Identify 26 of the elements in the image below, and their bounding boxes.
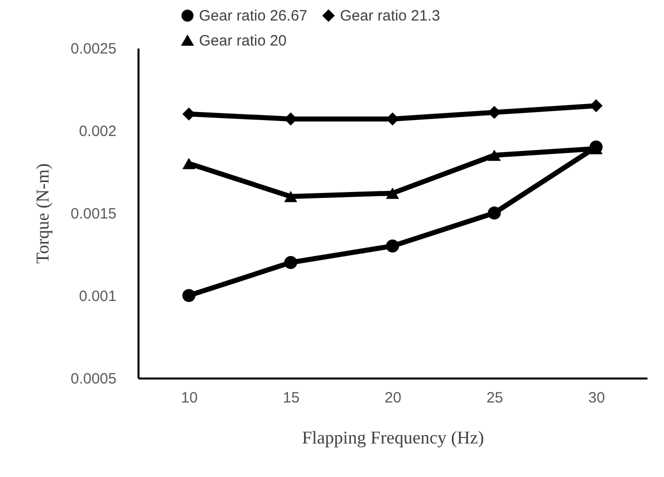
point xyxy=(488,150,501,161)
point xyxy=(284,190,298,202)
y-axis-title: Torque (N-m) xyxy=(32,163,53,264)
x-tick-label: 10 xyxy=(181,390,198,406)
legend-label: Gear ratio 21.3 xyxy=(340,8,440,25)
x-axis-title: Flapping Frequency (Hz) xyxy=(302,428,484,448)
point xyxy=(182,107,196,121)
legend-label: Gear ratio 20 xyxy=(199,32,287,50)
point xyxy=(590,99,603,112)
point xyxy=(182,158,196,170)
point xyxy=(386,239,400,253)
y-tick-label: 0.0025 xyxy=(70,40,116,58)
x-tick-label: 30 xyxy=(588,390,605,406)
point xyxy=(386,188,400,199)
x-tick-label: 25 xyxy=(486,390,504,406)
x-tick-label: 20 xyxy=(384,390,402,406)
point xyxy=(488,106,501,119)
y-tick-label: 0.001 xyxy=(78,288,116,305)
x-tick-label: 15 xyxy=(282,390,300,406)
y-tick-label: 0.002 xyxy=(78,123,116,140)
point xyxy=(284,256,298,270)
point xyxy=(488,206,501,220)
legend-label: Gear ratio 26.67 xyxy=(199,8,308,25)
y-tick-label: 0.0015 xyxy=(70,206,116,222)
y-tick-label: 0.0005 xyxy=(70,370,116,388)
point xyxy=(182,288,196,302)
